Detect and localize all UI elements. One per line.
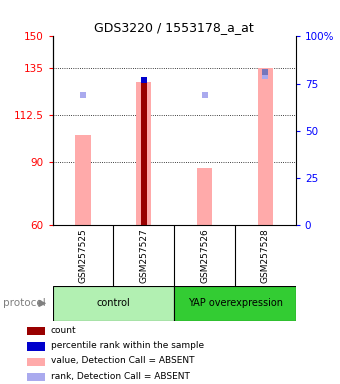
Bar (136, 83, 151, 225)
Text: GSM257526: GSM257526 (200, 228, 209, 283)
Point (263, 73, 268, 79)
Text: YAP overexpression: YAP overexpression (188, 298, 283, 308)
Point (263, 69, 268, 75)
Text: GSM257528: GSM257528 (261, 228, 270, 283)
Bar (27, 327, 46, 335)
Text: control: control (97, 298, 130, 308)
Text: value, Detection Call = ABSENT: value, Detection Call = ABSENT (51, 356, 194, 366)
Title: GDS3220 / 1553178_a_at: GDS3220 / 1553178_a_at (95, 21, 254, 34)
Text: count: count (51, 326, 76, 335)
Bar (258, 68, 273, 225)
Bar (141, 83, 147, 225)
Bar (174, 286, 296, 321)
Point (141, 77, 147, 83)
Text: protocol: protocol (3, 298, 46, 308)
Text: GSM257525: GSM257525 (79, 228, 88, 283)
Text: percentile rank within the sample: percentile rank within the sample (51, 341, 204, 350)
Bar (197, 168, 212, 225)
Point (202, 92, 207, 98)
Point (80, 92, 86, 98)
Bar (53, 286, 174, 321)
Bar (75, 135, 91, 225)
Text: GSM257527: GSM257527 (139, 228, 148, 283)
Bar (27, 358, 46, 366)
Bar (27, 373, 46, 381)
Text: rank, Detection Call = ABSENT: rank, Detection Call = ABSENT (51, 372, 189, 381)
Bar (27, 342, 46, 351)
